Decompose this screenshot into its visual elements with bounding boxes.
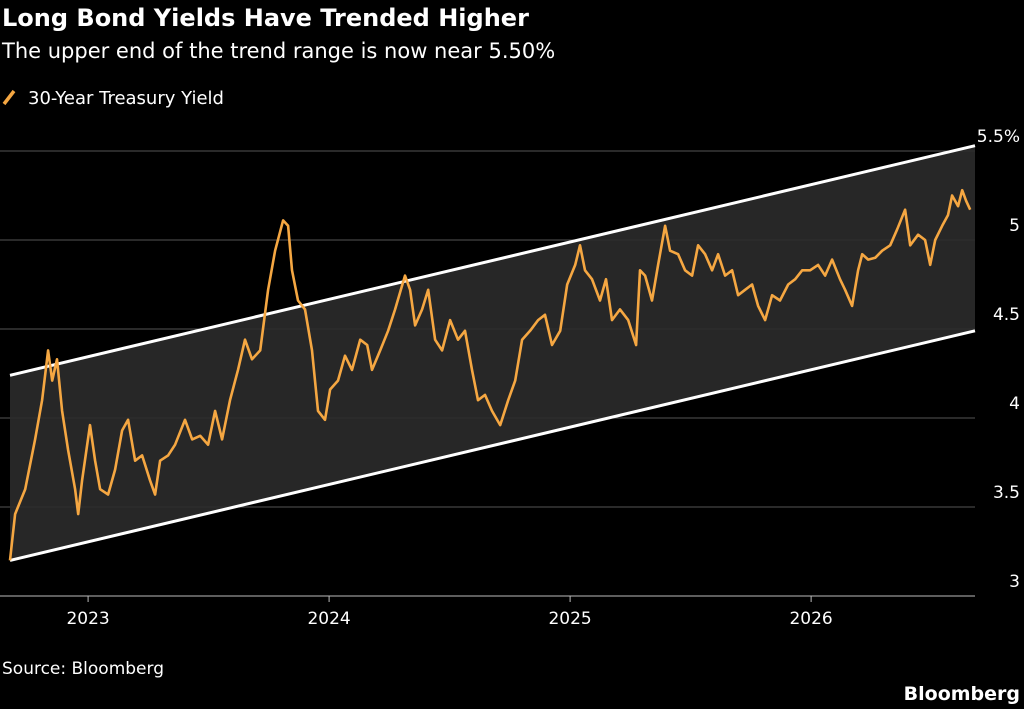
chart-title: Long Bond Yields Have Trended Higher (2, 4, 529, 32)
channel-fill (10, 145, 975, 561)
trend-line (9, 329, 976, 562)
y-tick-label: 4 (1009, 394, 1020, 414)
legend-swatch (2, 89, 16, 106)
trend-line (9, 144, 976, 377)
y-tick-label: 5 (1009, 216, 1020, 236)
plot-area: 3 3.5 4 4.5 5 5.5% 2023 2024 2025 2026 (0, 127, 1020, 629)
source: Source: Bloomberg (2, 659, 164, 679)
y-tick-label: 5.5% (977, 127, 1020, 147)
brand: Bloomberg (904, 683, 1020, 705)
legend: 30-Year Treasury Yield (2, 88, 224, 109)
x-tick-label: 2023 (66, 609, 109, 629)
chart-subtitle: The upper end of the trend range is now … (1, 39, 555, 63)
legend-label: 30-Year Treasury Yield (28, 88, 224, 109)
y-tick-label: 4.5 (993, 305, 1020, 325)
data-line (8, 188, 972, 561)
y-tick-label: 3 (1009, 572, 1020, 592)
x-tick-label: 2025 (548, 609, 591, 629)
x-tick-label: 2026 (789, 609, 832, 629)
x-tick-label: 2024 (307, 609, 350, 629)
y-tick-label: 3.5 (993, 483, 1020, 503)
